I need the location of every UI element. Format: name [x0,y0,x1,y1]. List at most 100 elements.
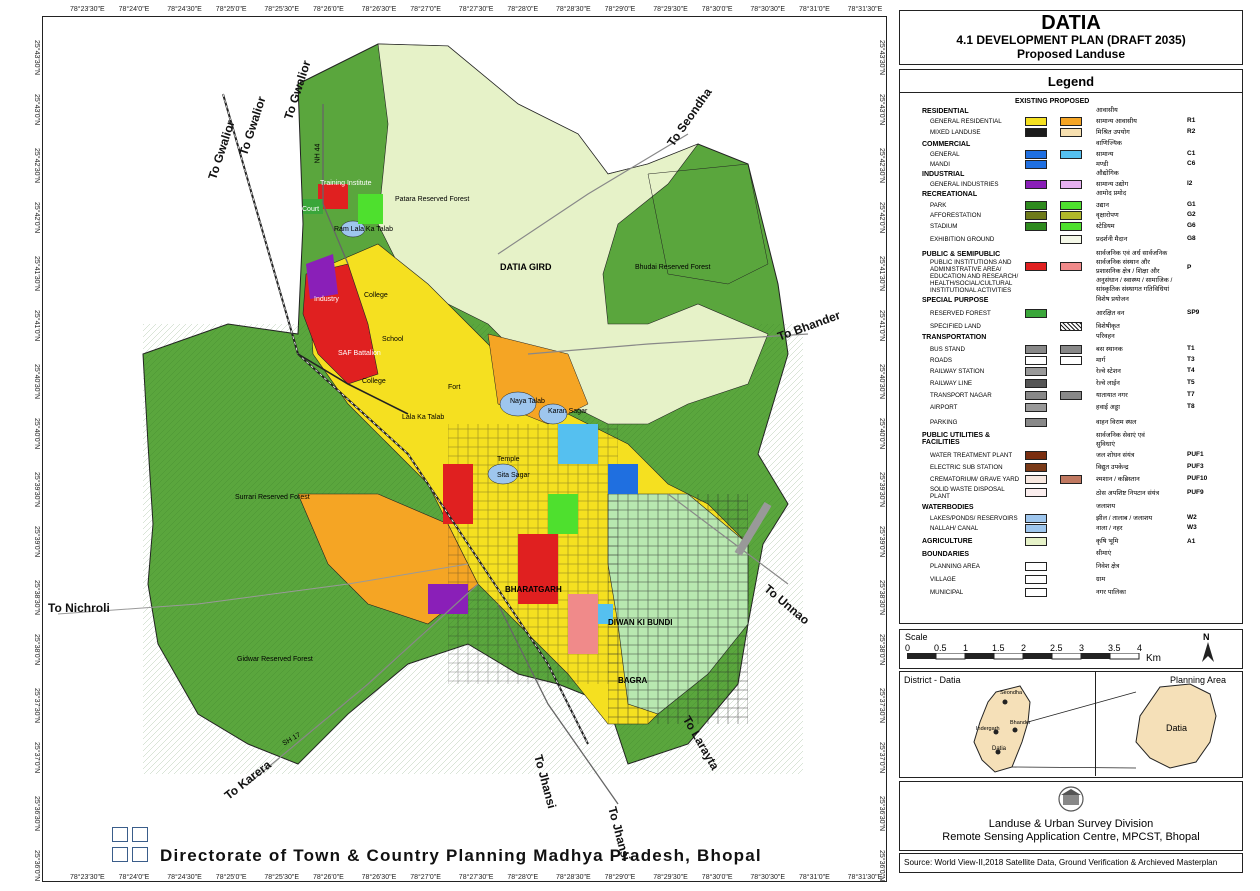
legend-hindi-sp9: आरक्षित वन [1096,310,1125,317]
legend-label-parking: PARKING [930,419,958,426]
swatch-existing-t4 [1025,367,1047,376]
legend-code-r2: R2 [1187,128,1196,135]
legend-label-puf1: WATER TREATMENT PLANT [930,452,1013,459]
swatch-existing-puf3 [1025,463,1047,472]
legend-code-g8: G8 [1187,235,1196,242]
swatch-proposed-i2 [1060,180,1082,189]
legend-column-header: EXISTING PROPOSED [1015,98,1090,105]
legend-category-hindi-water: जलाशय [1096,503,1116,510]
legend-code-puf10: PUF10 [1187,475,1208,482]
legend-category-hindi-residential: आवासीय [1096,107,1118,114]
lon-tick-top: 78°23'30"E [70,6,105,13]
swatch-existing-t1 [1025,345,1047,354]
road-seondha [497,133,689,255]
lon-tick-bottom: 78°28'0"E [507,874,539,881]
legend-label-pa: PLANNING AREA [930,563,980,570]
lat-tick-left: 25°43'0"N [33,94,40,126]
scale-unit: Km [1146,653,1161,664]
legend-category-hindi-special: विशेष प्रयोजन [1096,296,1129,303]
credit-centre: Remote Sensing Application Centre, MPCST… [942,831,1200,843]
legend-code-i2: I2 [1187,180,1193,187]
legend-code-p: P [1187,264,1192,271]
lon-tick-bottom: 78°24'0"E [118,874,150,881]
legend-code-puf1: PUF1 [1187,451,1204,458]
swatch-proposed-puf10 [1060,475,1082,484]
legend-hindi-g1: उद्यान [1096,202,1109,209]
scale-bar [907,653,1140,660]
legend-code-t1: T1 [1187,345,1195,352]
legend-code-c6: C6 [1187,160,1196,167]
legend-category-water: WATERBODIES [922,504,974,511]
legend-title: Legend [900,70,1242,93]
legend-category-hindi-industrial: औद्योगिक [1096,170,1119,177]
map-subtitle: Proposed Landuse [1016,47,1126,61]
legend-code-g6: G6 [1187,222,1196,229]
label-nh44: NH 44 [314,143,322,164]
legend-hindi-pa: निवेश क्षेत्र [1096,563,1120,570]
lon-tick-bottom: 78°28'30"E [556,874,591,881]
label-bhudai-forest: Bhudai Reserved Forest [635,264,711,271]
legend-public-hindi-4: सांस्कृतिक संस्थागत गतिविधियां [1096,286,1170,293]
credit-division: Landuse & Urban Survey Division [988,818,1154,830]
label-training-institute: Training Institute [320,180,372,187]
legend-category-commercial: COMMERCIAL [922,141,971,148]
lon-tick-top: 78°26'0"E [313,6,344,13]
lon-tick-top: 78°27'0"E [410,6,441,13]
label-karan-sagar: Karan Sagar [548,408,588,415]
legend-category-hindi-utilities-2: सुविधाएं [1096,441,1115,448]
scale-tick: 2.5 [1050,643,1063,653]
inset-planning-label: Planning Area [1170,675,1227,685]
scale-tick: 1 [963,643,969,653]
swatch-agri [1025,537,1047,546]
title-block: DATIA 4.1 DEVELOPMENT PLAN (DRAFT 2035) … [899,10,1243,65]
swatch-existing-g2 [1025,211,1047,220]
swatch-existing-c1 [1025,150,1047,159]
legend-label-t8: AIRPORT [930,404,958,411]
inset-seondha: Seondha [1000,690,1023,696]
legend-code-t3: T3 [1187,356,1195,363]
legend-label-t3: ROADS [930,357,953,364]
lon-tick-bottom: 78°26'0"E [313,874,344,881]
lon-tick-bottom: 78°30'0"E [701,874,733,881]
swatch-proposed-t7 [1060,391,1082,400]
lat-tick-left: 25°40'30"N [33,364,40,400]
swatch-proposed-r1 [1060,117,1082,126]
lon-tick-bottom: 78°31'0"E [799,874,830,881]
landuse-map[interactable] [48,24,886,876]
label-sita-sagar: Sita Sagar [497,472,530,479]
legend-panel: Legend [899,69,1243,624]
legend-code-t7: T7 [1187,391,1195,398]
legend-label-puf9: SOLID WASTE DISPOSAL [930,486,1005,493]
lon-tick-top: 78°31'30"E [847,6,883,13]
legend-label-t1: BUS STAND [930,346,965,353]
label-court: Court [302,206,320,213]
plan-title: 4.1 DEVELOPMENT PLAN (DRAFT 2035) [956,33,1186,47]
legend-label-sp9: RESERVED FOREST [930,310,991,317]
legend-hindi-t3: मार्ग [1096,357,1106,364]
north-arrow-icon [1202,642,1214,662]
scale-tick: 0 [905,643,911,653]
label-bagra: BAGRA [618,676,648,685]
swatch-existing-puf10 [1025,475,1047,484]
lake-karan-sagar [538,403,568,425]
legend-hindi-g8: प्रदर्शनी मैदान [1096,236,1128,243]
inset-planning-shape [1135,683,1217,769]
swatch-existing-g6 [1025,222,1047,231]
road-nichroli [57,563,469,615]
swatch-proposed-g6 [1060,222,1082,231]
commercial-blue-2 [608,464,638,494]
legend-label-mu: MUNICIPAL [930,589,964,596]
lon-tick-bottom: 78°25'30"E [264,874,300,881]
legend-hindi-g6: स्टेडियम [1096,223,1115,230]
lon-tick-top: 78°30'0"E [701,6,733,13]
road-unnao [667,493,789,585]
legend-category-utilities-2: FACILITIES [922,439,960,446]
mpcst-logo-icon [1058,786,1084,812]
lat-tick-left: 25°38'0"N [33,634,40,666]
legend-label-r1: GENERAL RESIDENTIAL [930,118,1002,125]
scale-tick: 3 [1079,643,1085,653]
legend-category-transport: TRANSPORTATION [922,334,987,341]
road-bhander [527,333,809,355]
lat-tick-left: 25°39'30"N [33,472,40,508]
label-gidwar-forest: Gidwar Reserved Forest [237,656,313,663]
